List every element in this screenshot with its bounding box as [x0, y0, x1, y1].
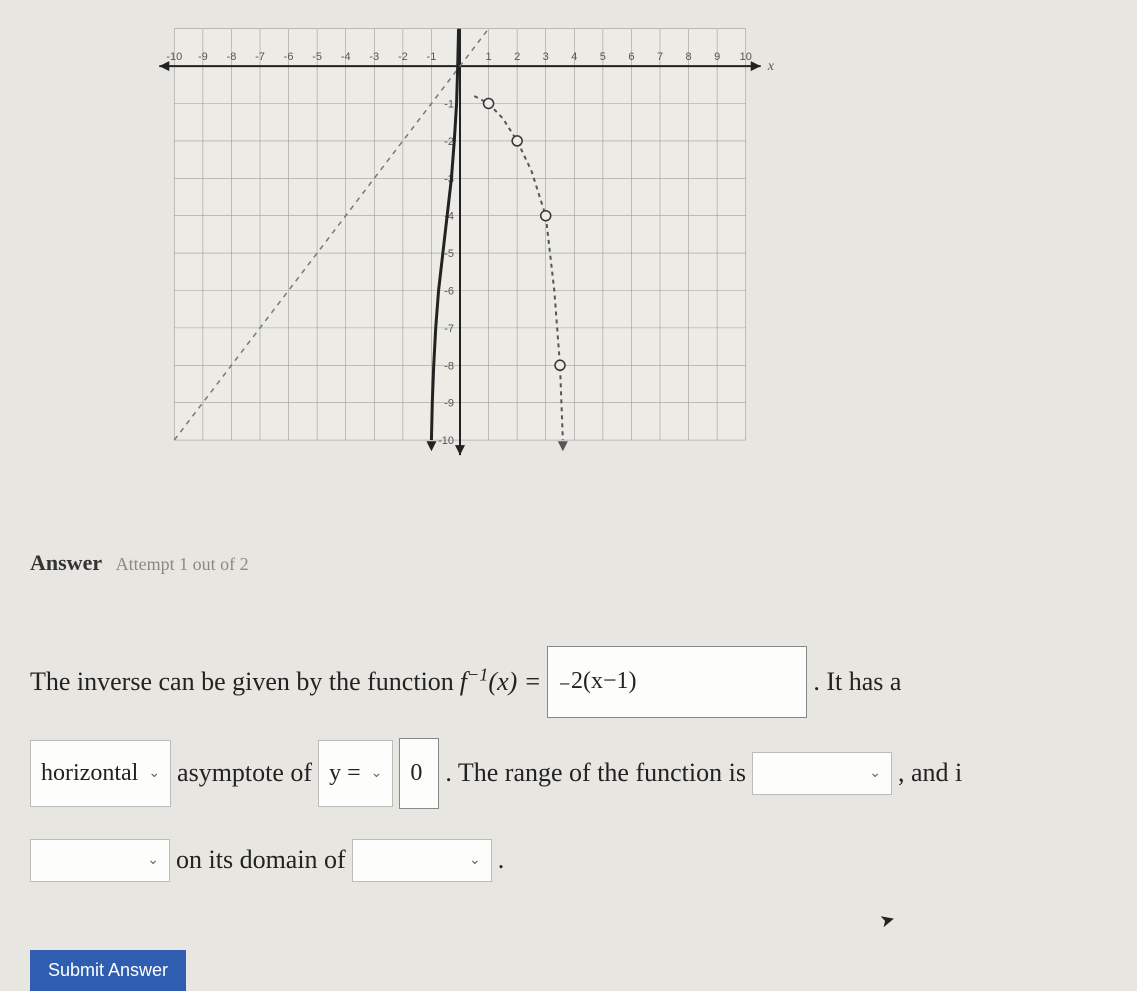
- svg-text:9: 9: [714, 51, 720, 63]
- svg-text:-7: -7: [444, 323, 454, 335]
- svg-text:-10: -10: [166, 51, 182, 63]
- sentence-part5: on its domain of: [176, 829, 346, 891]
- svg-text:-3: -3: [369, 51, 379, 63]
- asymptote-word: asymptote of: [177, 742, 312, 804]
- asymptote-value-input[interactable]: 0: [399, 738, 439, 810]
- answer-label: Answer: [30, 550, 102, 575]
- chevron-down-icon: ⌄: [148, 757, 160, 791]
- svg-text:-7: -7: [255, 51, 265, 63]
- coordinate-graph: -10-9-8-7-6-5-4-3-2-112345678910x-1-2-3-…: [140, 0, 780, 480]
- svg-text:5: 5: [600, 51, 606, 63]
- svg-text:6: 6: [628, 51, 634, 63]
- svg-text:-1: -1: [444, 98, 454, 110]
- answer-section: Answer Attempt 1 out of 2 The inverse ca…: [30, 550, 1130, 912]
- svg-text:3: 3: [543, 51, 549, 63]
- sentence-part1: The inverse can be given by the function: [30, 651, 454, 713]
- svg-text:1: 1: [486, 51, 492, 63]
- asymptote-type-dropdown[interactable]: horizontal ⌄: [30, 740, 171, 808]
- y-equals-dropdown[interactable]: y = ⌄: [318, 740, 393, 808]
- mouse-cursor-icon: ➤: [878, 908, 898, 932]
- sentence-period: .: [498, 829, 505, 891]
- svg-text:-6: -6: [284, 51, 294, 63]
- svg-text:-5: -5: [312, 51, 322, 63]
- answer-header: Answer Attempt 1 out of 2: [30, 550, 1130, 576]
- behavior-dropdown[interactable]: ⌄: [30, 839, 170, 883]
- svg-text:-6: -6: [444, 285, 454, 297]
- svg-text:-8: -8: [444, 360, 454, 372]
- svg-text:-1: -1: [427, 51, 437, 63]
- chevron-down-icon: ⌄: [147, 844, 159, 878]
- svg-text:4: 4: [571, 51, 577, 63]
- chevron-down-icon: ⌄: [469, 844, 481, 878]
- svg-text:-9: -9: [198, 51, 208, 63]
- svg-text:-2: -2: [398, 51, 408, 63]
- svg-text:10: 10: [740, 51, 752, 63]
- svg-text:-5: -5: [444, 248, 454, 260]
- sentence-part4: , and i: [898, 742, 962, 804]
- attempt-text: Attempt 1 out of 2: [116, 554, 249, 574]
- svg-text:8: 8: [686, 51, 692, 63]
- sentence-part3: . The range of the function is: [445, 742, 746, 804]
- svg-text:x: x: [767, 59, 775, 74]
- inverse-expression-input[interactable]: ₋2(x−1): [547, 646, 807, 718]
- chevron-down-icon: ⌄: [869, 757, 881, 791]
- svg-text:-8: -8: [227, 51, 237, 63]
- svg-text:-9: -9: [444, 398, 454, 410]
- range-dropdown[interactable]: ⌄: [752, 752, 892, 796]
- answer-sentence: The inverse can be given by the function…: [30, 646, 1130, 892]
- svg-text:2: 2: [514, 51, 520, 63]
- svg-text:-4: -4: [341, 51, 351, 63]
- domain-dropdown[interactable]: ⌄: [352, 839, 492, 883]
- graph-svg: -10-9-8-7-6-5-4-3-2-112345678910x-1-2-3-…: [140, 0, 780, 480]
- svg-text:-10: -10: [438, 435, 454, 447]
- sentence-part2: . It has a: [813, 651, 901, 713]
- svg-text:7: 7: [657, 51, 663, 63]
- chevron-down-icon: ⌄: [371, 757, 383, 791]
- submit-answer-button[interactable]: Submit Answer: [30, 950, 186, 991]
- fx-symbol: f−1(x) =: [460, 651, 542, 713]
